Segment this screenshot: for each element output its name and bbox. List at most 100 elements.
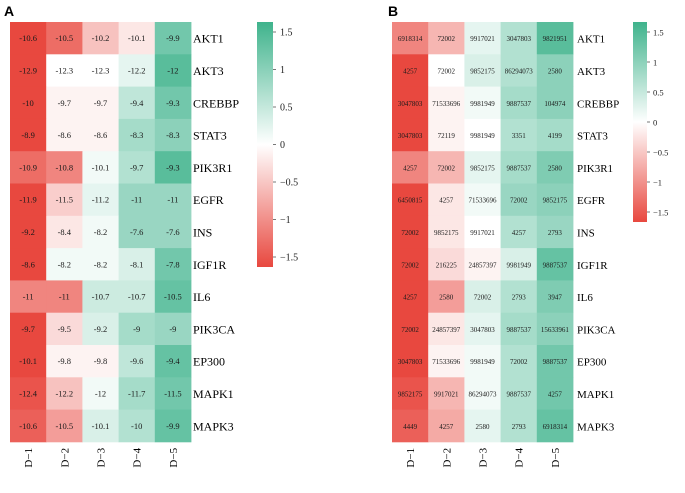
- panel-b-colorbar-tick-label: 0: [653, 118, 657, 128]
- panel-a-cell-value: -10: [131, 421, 142, 431]
- panel-b-colorbar: [633, 22, 647, 222]
- panel-a-cell-value: -9: [169, 324, 176, 334]
- panel-b-cell: [392, 54, 429, 87]
- panel-a-colorbar-tick-label: −1.5: [280, 253, 298, 264]
- panel-b-column-label: D−5: [550, 447, 562, 467]
- panel-b-cell-value: 4257: [403, 294, 418, 302]
- panel-b-row-label: MAPK1: [577, 389, 614, 401]
- panel-b-cell-value: 3047803: [398, 358, 423, 366]
- panel-b-cell-value: 216225: [436, 261, 458, 269]
- panel-a-colorbar-tick-label: −0.5: [280, 178, 298, 189]
- panel-b-cell: [500, 118, 538, 152]
- panel-a-cell-value: -9.2: [21, 227, 34, 237]
- panel-a-cell: [118, 248, 156, 281]
- panel-b-cell: [428, 248, 465, 281]
- panel-b-cell: [500, 54, 538, 87]
- panel-a-cell: [154, 151, 192, 184]
- panel-a-cell: [154, 215, 192, 249]
- panel-a-cell-value: -12.3: [92, 65, 110, 75]
- panel-a-cell: [10, 86, 47, 120]
- panel-b-cell: [464, 215, 501, 249]
- panel-b-cell-value: 2580: [476, 423, 491, 431]
- panel-a-cell: [10, 345, 47, 378]
- panel-b-cell-value: 2793: [512, 294, 527, 302]
- panel-a-cell: [118, 22, 156, 55]
- panel-a-cell: [46, 54, 83, 87]
- panel-b-cell: [392, 86, 429, 120]
- panel-b-cell-value: 4257: [403, 67, 418, 75]
- panel-b-cell: [392, 183, 429, 217]
- panel-b-row-label: PIK3R1: [577, 163, 613, 175]
- panel-a-cell: [46, 22, 83, 55]
- panel-b-column-label: D−4: [514, 447, 526, 467]
- panel-a-colorbar-tick-label: 1: [280, 65, 285, 76]
- panel-b-cell-value: 2580: [548, 67, 563, 75]
- panel-b-cell: [428, 215, 465, 249]
- panel-a-cell: [46, 377, 83, 410]
- panel-b-cell: [464, 86, 501, 120]
- panel-b-cell-value: 9917021: [470, 35, 495, 43]
- panel-b-row-label: EGFR: [577, 195, 606, 207]
- panel-b-cell: [392, 151, 429, 184]
- panel-a-cell: [82, 22, 119, 55]
- panel-b-cell-value: 4257: [439, 197, 454, 205]
- panel-a-cell: [46, 280, 83, 314]
- heatmap-panel-b: B 6918314 72002 9917021 3047803 9821951 AKT1 42…: [388, 3, 668, 468]
- panel-a-row-label: CREBBP: [193, 96, 239, 110]
- panel-b-cell-value: 9852175: [470, 67, 495, 75]
- panel-b-cell-value: 2580: [439, 294, 454, 302]
- panel-b-cell: [392, 280, 429, 314]
- panel-b-cell: [464, 118, 501, 152]
- panel-a-cell-value: -9.4: [130, 98, 144, 108]
- heatmap-panel-a: A -10.6 -10.5 -10.2 -10.1 -9.9 AKT1 -12.9 -12.3 -…: [4, 3, 298, 468]
- panel-a-cell-value: -7.8: [166, 259, 179, 269]
- panel-b-cell: [464, 409, 501, 443]
- panel-a-cell-value: -9.9: [166, 33, 179, 43]
- panel-b-cell-value: 3047803: [398, 132, 423, 140]
- panel-a-cell: [82, 86, 119, 120]
- panel-a-cell-value: -10.1: [19, 356, 37, 366]
- panel-b-cell: [536, 248, 574, 281]
- panel-b-cell-value: 71533696: [432, 358, 461, 366]
- panel-b-cell: [536, 54, 574, 87]
- panel-a-cell-value: -12: [167, 65, 178, 75]
- panel-a-cell: [154, 409, 192, 443]
- panel-a-row-label: AKT3: [193, 64, 224, 78]
- panel-b-cell: [536, 409, 574, 443]
- panel-b-cell-value: 104974: [544, 100, 566, 108]
- panel-a-column-label: D−4: [132, 447, 144, 467]
- panel-b-cell: [500, 409, 538, 443]
- panel-b-cell: [536, 215, 574, 249]
- panel-a-cell-value: -9.3: [166, 98, 179, 108]
- panel-b-cell-value: 4199: [548, 132, 563, 140]
- panel-a-row-label: PIK3CA: [193, 322, 235, 336]
- panel-b-cell: [428, 280, 465, 314]
- panel-b-cell: [536, 22, 574, 55]
- panel-a-cell-value: -11: [23, 292, 34, 302]
- panel-a-colorbar-tick-label: −1: [280, 215, 291, 226]
- panel-a-column-label: D−5: [168, 447, 180, 467]
- panel-b-cell: [464, 345, 501, 378]
- panel-a-cell-value: -8.2: [58, 259, 71, 269]
- panel-a-cell: [46, 409, 83, 443]
- panel-a-row-label: EP300: [193, 355, 225, 369]
- panel-b-cell: [392, 215, 429, 249]
- panel-b-cell: [464, 280, 501, 314]
- panel-a-cell: [154, 86, 192, 120]
- panel-a-row-label: MAPK3: [193, 419, 234, 433]
- panel-b-cell-value: 6450815: [398, 197, 423, 205]
- panel-a-cell: [82, 54, 119, 87]
- panel-a-cell: [118, 409, 156, 443]
- panel-a-colorbar-tick-label: 0: [280, 140, 285, 151]
- panel-b-cell: [428, 312, 465, 346]
- panel-b-cell: [464, 312, 501, 346]
- panel-b-cell: [392, 118, 429, 152]
- panel-b-cell-value: 72002: [438, 164, 456, 172]
- panel-a-cell: [154, 345, 192, 378]
- panel-a-cell-value: -11: [131, 195, 142, 205]
- panel-a-cell-value: -11.9: [19, 195, 36, 205]
- panel-a-column-label: D−1: [23, 448, 35, 468]
- panel-a-cell-value: -10.5: [164, 292, 182, 302]
- panel-a-cell-value: -8.9: [21, 130, 34, 140]
